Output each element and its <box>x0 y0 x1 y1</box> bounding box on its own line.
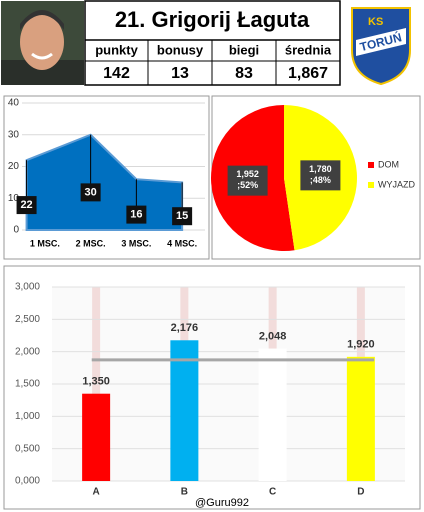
bar <box>258 348 287 481</box>
label-box <box>16 196 37 215</box>
y-tick-label: 1,000 <box>15 411 40 422</box>
y-tick-label: 0,000 <box>15 476 40 487</box>
stat-value: 142 <box>103 65 130 82</box>
legend-label: DOM <box>378 159 399 169</box>
stat-label: punkty <box>95 42 138 57</box>
stat-value: 83 <box>235 65 253 82</box>
legend-swatch <box>368 162 374 168</box>
title: 21. Grigorij Łaguta <box>115 7 310 32</box>
stat-value: 1,867 <box>288 65 328 82</box>
y-tick-label: 20 <box>8 161 20 172</box>
data-label: 15 <box>176 210 188 222</box>
y-tick-label: 0 <box>13 225 19 236</box>
logo: KS TORUŃ <box>351 7 411 86</box>
x-tick-label: B <box>181 487 188 498</box>
x-tick-label: C <box>269 487 276 498</box>
y-tick-label: 40 <box>8 98 20 109</box>
y-tick-label: 0,500 <box>15 443 40 454</box>
y-tick-label: 30 <box>8 129 20 140</box>
footer: @Guru992 <box>195 497 249 509</box>
bar <box>170 340 199 481</box>
y-tick-label: 3,000 <box>15 282 40 293</box>
y-tick-label: 1,500 <box>15 379 40 390</box>
y-tick-label: 2,000 <box>15 346 40 357</box>
y-tick-label: 2,500 <box>15 314 40 325</box>
y-tick-label: 10 <box>8 193 20 204</box>
data-label: 30 <box>85 186 97 198</box>
bar <box>82 393 111 481</box>
x-tick-label: A <box>93 487 100 498</box>
data-label: 1,952 ;52% <box>236 170 259 191</box>
x-tick-label: D <box>357 487 364 498</box>
data-label: 1,920 <box>347 339 375 351</box>
x-tick-label: 1 MSC. <box>30 238 60 248</box>
data-label: 22 <box>20 199 32 211</box>
label-box <box>126 205 147 224</box>
photo <box>1 1 84 85</box>
data-label: 2,048 <box>259 330 287 342</box>
label-box <box>227 165 268 196</box>
bar <box>346 356 375 481</box>
label-box <box>300 160 341 191</box>
data-label: 1,780 ;48% <box>309 164 332 185</box>
legend-swatch <box>368 182 374 188</box>
x-tick-label: 4 MSC. <box>167 238 197 248</box>
stat-label: średnia <box>285 42 332 57</box>
label-box <box>172 207 193 226</box>
stat-value: 13 <box>171 65 189 82</box>
x-tick-label: 3 MSC. <box>121 238 151 248</box>
data-label: 1,350 <box>82 376 110 388</box>
legend-label: WYJAZD <box>378 179 415 189</box>
x-tick-label: 2 MSC. <box>76 238 106 248</box>
data-label: 2,176 <box>171 322 199 334</box>
label-box <box>80 183 101 202</box>
logo-top: KS <box>368 16 383 28</box>
stat-label: biegi <box>229 42 259 57</box>
data-label: 16 <box>130 209 142 221</box>
stat-label: bonusy <box>157 42 204 57</box>
